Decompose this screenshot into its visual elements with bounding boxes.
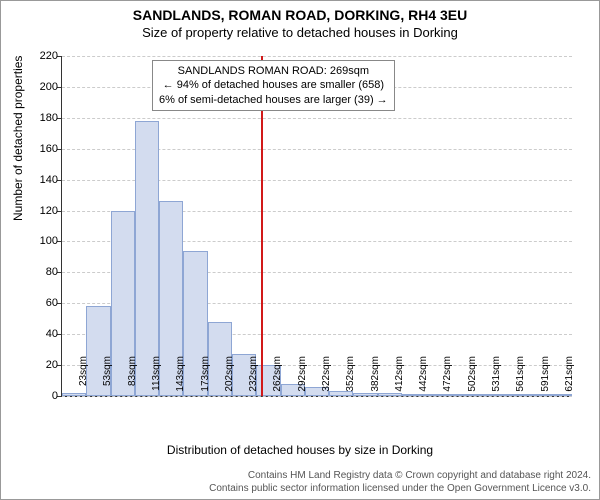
annotation-line3: 6% of semi-detached houses are larger (3… <box>159 93 388 107</box>
ytick-label: 0 <box>28 390 58 402</box>
xtick-label: 621sqm <box>564 356 575 401</box>
ytick-label: 20 <box>28 359 58 371</box>
ytick-label: 40 <box>28 328 58 340</box>
xtick-label: 53sqm <box>102 356 113 401</box>
ytick-label: 160 <box>28 143 58 155</box>
chart-area: 02040608010012014016018020022023sqm53sqm… <box>61 56 571 396</box>
ytick-label: 140 <box>28 174 58 186</box>
xtick-label: 232sqm <box>248 356 259 401</box>
plot-area: 02040608010012014016018020022023sqm53sqm… <box>61 56 572 397</box>
ytick-label: 80 <box>28 266 58 278</box>
xtick-label: 173sqm <box>200 356 211 401</box>
ytick-label: 100 <box>28 235 58 247</box>
y-axis-label: Number of detached properties <box>11 56 25 221</box>
x-axis-label: Distribution of detached houses by size … <box>1 443 599 457</box>
chart-title-sub: Size of property relative to detached ho… <box>1 25 599 40</box>
xtick-label: 202sqm <box>224 356 235 401</box>
ytick-label: 220 <box>28 50 58 62</box>
xtick-label: 382sqm <box>370 356 381 401</box>
annotation-line2: ← 94% of detached houses are smaller (65… <box>159 78 388 92</box>
xtick-label: 113sqm <box>151 356 162 401</box>
annotation-line1: SANDLANDS ROMAN ROAD: 269sqm <box>159 64 388 78</box>
xtick-label: 352sqm <box>345 356 356 401</box>
xtick-label: 23sqm <box>78 356 89 401</box>
xtick-label: 531sqm <box>491 356 502 401</box>
xtick-label: 472sqm <box>442 356 453 401</box>
xtick-label: 591sqm <box>540 356 551 401</box>
xtick-label: 412sqm <box>394 356 405 401</box>
xtick-label: 143sqm <box>175 356 186 401</box>
xtick-label: 262sqm <box>272 356 283 401</box>
xtick-label: 322sqm <box>321 356 332 401</box>
chart-container: SANDLANDS, ROMAN ROAD, DORKING, RH4 3EU … <box>0 0 600 500</box>
histogram-bar <box>135 121 159 396</box>
chart-title-main: SANDLANDS, ROMAN ROAD, DORKING, RH4 3EU <box>1 7 599 23</box>
footer-line1: Contains HM Land Registry data © Crown c… <box>209 469 591 482</box>
ytick-label: 200 <box>28 81 58 93</box>
xtick-label: 292sqm <box>297 356 308 401</box>
xtick-label: 502sqm <box>467 356 478 401</box>
xtick-label: 83sqm <box>127 356 138 401</box>
annotation-box: SANDLANDS ROMAN ROAD: 269sqm← 94% of det… <box>152 60 395 111</box>
ytick-label: 180 <box>28 112 58 124</box>
xtick-label: 442sqm <box>418 356 429 401</box>
footer-attribution: Contains HM Land Registry data © Crown c… <box>209 469 591 495</box>
xtick-label: 561sqm <box>515 356 526 401</box>
gridline <box>62 56 572 57</box>
gridline <box>62 118 572 119</box>
ytick-label: 120 <box>28 205 58 217</box>
footer-line2: Contains public sector information licen… <box>209 482 591 495</box>
ytick-label: 60 <box>28 297 58 309</box>
